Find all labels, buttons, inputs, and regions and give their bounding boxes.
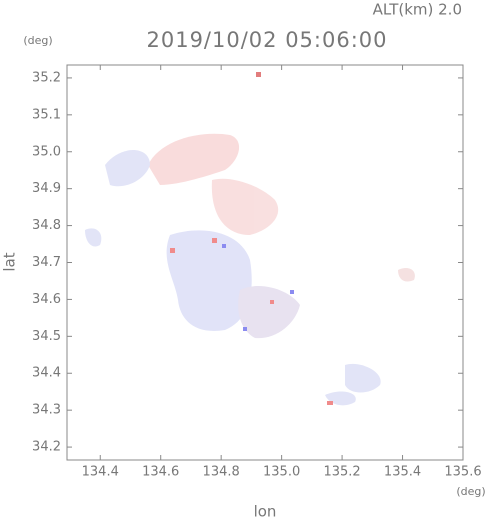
y-tick-label: 34.4 <box>32 366 61 381</box>
echo-cell <box>170 248 175 253</box>
y-tick-label: 34.8 <box>32 218 61 233</box>
echo-area <box>148 133 240 185</box>
echo-cell <box>327 401 333 405</box>
y-tick-label: 34.2 <box>32 440 61 455</box>
x-tick-label: 134.4 <box>82 465 119 480</box>
chart-title: 2019/10/02 05:06:00 <box>146 28 387 52</box>
echo-area <box>398 268 415 282</box>
echo-cell <box>270 300 274 304</box>
echo-area <box>166 230 252 331</box>
plot-frame <box>66 64 464 461</box>
y-tick-label: 34.6 <box>32 292 61 307</box>
x-unit: (deg) <box>456 485 485 498</box>
y-tick-label: 34.7 <box>32 255 61 270</box>
y-tick-label: 34.3 <box>32 403 61 418</box>
echo-area <box>238 285 300 339</box>
echo-area <box>211 178 279 235</box>
echo-cell <box>290 290 294 294</box>
echo-cell <box>256 72 261 77</box>
x-tick-label: 135.6 <box>444 465 481 480</box>
y-unit: (deg) <box>23 34 52 47</box>
x-tick-label: 135.0 <box>263 465 300 480</box>
y-tick-label: 35.0 <box>32 144 61 159</box>
x-tick-label: 134.6 <box>142 465 179 480</box>
altitude-label: ALT(km) 2.0 <box>373 1 462 19</box>
echo-cell <box>222 244 226 248</box>
y-tick-label: 35.1 <box>32 107 61 122</box>
x-axis-label: lon <box>254 503 277 521</box>
echo-cell <box>212 238 217 243</box>
x-tick-label: 134.8 <box>203 465 240 480</box>
y-tick-label: 34.9 <box>32 181 61 196</box>
y-tick-label: 34.5 <box>32 329 61 344</box>
y-tick-label: 35.2 <box>32 70 61 85</box>
x-tick-label: 135.4 <box>384 465 421 480</box>
y-axis-label: lat <box>1 252 19 271</box>
x-tick-label: 135.2 <box>323 465 360 480</box>
echo-area <box>105 150 150 187</box>
echo-cell <box>243 327 247 331</box>
radar-echo <box>85 72 415 406</box>
echo-area <box>85 228 102 247</box>
echo-area <box>345 363 381 393</box>
